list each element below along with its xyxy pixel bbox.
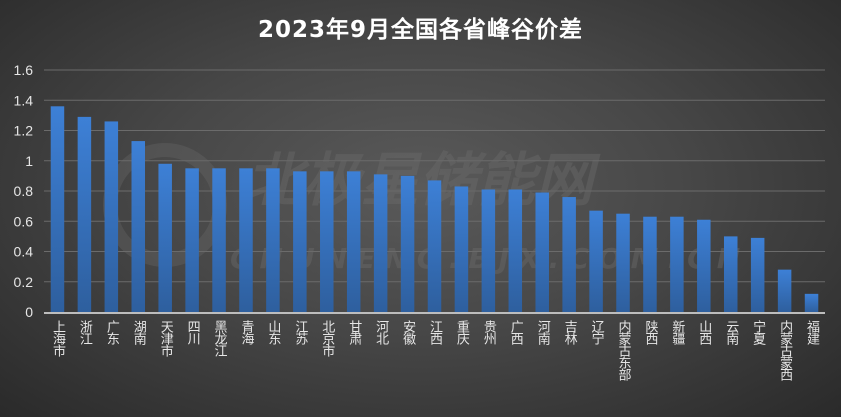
bar	[750, 237, 765, 312]
x-axis-labels: 上海市 浙江 广东 湖南 天津市 四川 黑龙江 青海 山东 江苏 北京市 甘肃 河北 安徽 江西 重庆 贵州 广西…	[50, 319, 820, 381]
x-tick-label: 黑龙江	[212, 320, 228, 357]
chart-title: 2023年9月全国各省峰谷价差	[257, 17, 584, 43]
bar	[616, 213, 630, 312]
bar	[400, 175, 415, 312]
x-tick-label: 北京市	[319, 320, 335, 357]
bar	[320, 171, 334, 312]
x-tick-label: 安徽	[400, 320, 416, 345]
y-tick-label: 1.6	[14, 62, 34, 78]
x-tick-label: 浙江	[77, 320, 93, 345]
bar	[373, 174, 388, 312]
x-tick-label: 江西	[427, 320, 443, 345]
bar	[454, 186, 469, 312]
y-tick-label: 0.2	[14, 274, 34, 290]
x-tick-label: 陕西	[642, 320, 658, 345]
bar	[427, 180, 442, 312]
bar	[50, 106, 65, 312]
x-tick-label: 湖南	[131, 320, 147, 345]
x-tick-label: 贵州	[481, 320, 497, 345]
x-tick-label: 吉林	[562, 320, 578, 345]
x-tick-label: 山西	[696, 320, 712, 345]
y-tick-label: 1.4	[14, 92, 34, 108]
x-tick-label: 福建	[804, 320, 820, 346]
bar	[185, 168, 199, 312]
x-tick-label: 云南	[723, 320, 739, 345]
bar	[723, 236, 738, 312]
y-tick-label: 1	[25, 153, 33, 169]
x-tick-label: 内蒙古蒙西	[777, 319, 793, 381]
bar	[508, 189, 523, 312]
x-tick-label: 新疆	[669, 319, 685, 345]
bar	[239, 168, 253, 312]
bar	[777, 269, 792, 312]
bars	[50, 106, 819, 312]
bar	[158, 163, 172, 312]
bar	[562, 197, 576, 312]
x-tick-label: 山东	[265, 320, 281, 345]
bar	[481, 189, 496, 312]
bar	[643, 216, 657, 312]
bar	[131, 141, 146, 312]
x-tick-label: 广东	[104, 320, 120, 345]
x-tick-label: 宁夏	[750, 319, 766, 345]
bar	[804, 293, 819, 312]
x-tick-label: 广西	[508, 320, 524, 345]
y-tick-label: 0.8	[14, 183, 34, 199]
x-tick-label: 甘肃	[346, 320, 362, 345]
y-axis-ticks: 0 0.2 0.4 0.6 0.8 1 1.2 1.4 1.6	[14, 62, 34, 320]
bar	[589, 210, 603, 312]
bar	[104, 121, 119, 312]
y-tick-label: 0.4	[14, 244, 34, 260]
x-tick-label: 青海	[238, 320, 254, 345]
x-tick-label: 辽宁	[589, 320, 605, 345]
y-tick-label: 0	[25, 304, 33, 320]
bar	[266, 168, 280, 312]
y-tick-label: 0.6	[14, 213, 34, 229]
x-tick-label: 内蒙古东部	[616, 319, 632, 381]
x-tick-label: 天津市	[158, 320, 174, 357]
bar	[535, 192, 549, 312]
bar	[346, 171, 361, 312]
bar	[212, 168, 226, 312]
x-tick-label: 河北	[373, 320, 389, 346]
y-tick-label: 1.2	[14, 123, 34, 139]
x-tick-label: 江苏	[292, 320, 308, 345]
x-tick-label: 上海市	[50, 320, 65, 357]
x-tick-label: 重庆	[454, 319, 470, 345]
bar	[77, 116, 92, 312]
x-tick-label: 河南	[535, 320, 551, 345]
bar	[697, 219, 711, 312]
bar	[293, 171, 307, 312]
x-tick-label: 四川	[185, 320, 201, 345]
bar	[670, 216, 684, 312]
